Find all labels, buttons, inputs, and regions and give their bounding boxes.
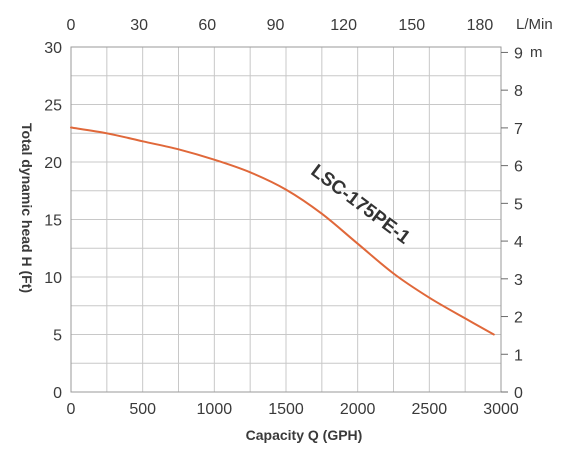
x-axis-title: Capacity Q (GPH) <box>246 427 363 443</box>
top-tick-label: 60 <box>198 17 216 34</box>
y-tick-label: 30 <box>44 40 62 57</box>
right-tick-label: 8 <box>514 83 523 100</box>
right-tick-label: 2 <box>514 310 523 327</box>
y-tick-label: 10 <box>44 270 62 287</box>
top-axis-unit: L/Min <box>516 16 553 33</box>
series-curve <box>70 126 495 336</box>
y-axis-title: Total dynamic head H (Ft) <box>19 123 35 293</box>
right-tick-label: 3 <box>514 272 523 289</box>
x-tick-label: 1000 <box>197 401 233 418</box>
top-tick-label: 180 <box>467 17 494 34</box>
top-tick-label: 90 <box>267 17 285 34</box>
x-tick-label: 0 <box>67 401 76 418</box>
right-tick-label: 5 <box>514 196 523 213</box>
plot-frame <box>70 46 502 393</box>
right-axis-unit: m <box>530 44 543 61</box>
right-tick-label: 0 <box>514 385 523 402</box>
x-tick-label: 1500 <box>268 401 304 418</box>
right-tick-label: 1 <box>514 347 523 364</box>
grid <box>70 46 502 393</box>
y-tick-label: 5 <box>53 328 62 345</box>
x-tick-label: 2500 <box>412 401 448 418</box>
series-label: LSC-175PE-1 <box>307 161 414 249</box>
y-tick-label: 0 <box>53 385 62 402</box>
top-tick-label: 30 <box>130 17 148 34</box>
y-tick-label: 25 <box>44 98 62 115</box>
x-tick-label: 500 <box>129 401 156 418</box>
x-tick-label: 3000 <box>483 401 519 418</box>
y-tick-label: 20 <box>44 155 62 172</box>
top-tick-label: 0 <box>67 17 76 34</box>
y-tick-label: 15 <box>44 213 62 230</box>
right-tick-label: 9 <box>514 45 523 62</box>
right-tick-label: 4 <box>514 234 523 251</box>
top-tick-label: 150 <box>398 17 425 34</box>
right-tick-label: 7 <box>514 121 523 138</box>
x-tick-label: 2000 <box>340 401 376 418</box>
top-tick-label: 120 <box>330 17 357 34</box>
right-tick-label: 6 <box>514 159 523 176</box>
curves <box>70 126 495 336</box>
